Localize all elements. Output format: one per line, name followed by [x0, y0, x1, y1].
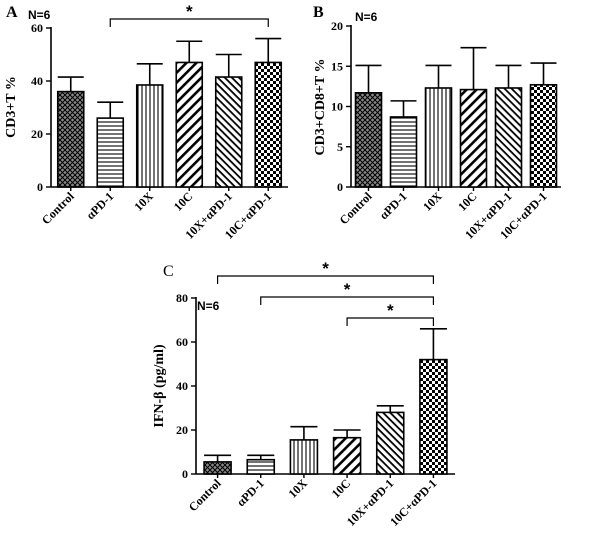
- chart-a-bar: [96, 117, 125, 188]
- chart-b-category-label: αPD-1: [377, 189, 410, 222]
- chart-b-ytick-label: 15: [331, 59, 343, 73]
- chart-c-bar: [246, 458, 276, 475]
- chart-b-error-bar: [460, 46, 487, 90]
- chart-b: B N=6 CD3+CD8+T % 0 5 10 15 20 Control αPD-1 10…: [313, 4, 561, 242]
- chart-a-category-label: 10X: [131, 189, 156, 214]
- chart-b-ylabel: CD3+CD8+T %: [313, 59, 328, 156]
- chart-c-ytick-label: 80: [176, 291, 188, 305]
- chart-c-category-label: 10C: [329, 476, 354, 501]
- chart-c-significance-bracket: [260, 296, 435, 305]
- chart-a-category-label: 10C: [171, 189, 196, 214]
- chart-c-significance-bracket: [346, 317, 435, 326]
- chart-c-category-label: 10C+αPD-1: [387, 476, 439, 528]
- chart-c-significance-star: *: [322, 259, 329, 278]
- chart-a-ytick-label: 0: [37, 180, 43, 194]
- chart-a-bar: [56, 90, 85, 188]
- chart-b-ytick-label: 20: [331, 19, 343, 33]
- chart-a-error-bar: [255, 37, 282, 63]
- panel-b-letter: B: [313, 4, 324, 21]
- chart-b-bar: [354, 92, 383, 188]
- chart-c-error-bar: [376, 405, 404, 413]
- chart-b-category-label: Control: [337, 189, 375, 227]
- chart-a-bar: [175, 61, 204, 188]
- chart-b-ytick-label: 5: [337, 140, 343, 154]
- chart-c-ytick-label: 0: [182, 467, 188, 481]
- chart-c-error-bar: [333, 429, 361, 438]
- chart-c-bar: [332, 436, 362, 475]
- chart-a-error-bar: [176, 40, 203, 63]
- chart-b-bar: [529, 83, 558, 188]
- chart-b-ytick-label: 0: [337, 180, 343, 194]
- chart-c-category-label: Control: [186, 476, 224, 514]
- chart-b-error-bar: [530, 62, 557, 85]
- chart-b-error-bar: [495, 64, 522, 88]
- chart-c-bar: [289, 439, 319, 475]
- chart-b-error-bar: [425, 64, 452, 88]
- chart-a-ytick-label: 20: [31, 127, 43, 141]
- chart-c-significance-star: *: [344, 280, 351, 299]
- chart-b-category-label: 10X: [420, 189, 445, 214]
- chart-a-bar: [214, 76, 243, 188]
- chart-a-error-bar: [136, 62, 163, 85]
- chart-a-error-bar: [57, 76, 84, 92]
- chart-a-category-label: αPD-1: [83, 189, 116, 222]
- chart-b-error-bar: [355, 64, 382, 93]
- chart-b-bar: [494, 87, 523, 188]
- panel-c-letter: C: [163, 263, 174, 280]
- chart-a-significance-bracket: [109, 18, 269, 27]
- chart-c-bar: [375, 411, 405, 475]
- chart-c-ytick-label: 40: [176, 379, 188, 393]
- chart-c-bar: [203, 461, 232, 475]
- chart-c-significance-bracket: [216, 275, 435, 284]
- chart-b-bar: [459, 88, 488, 188]
- chart-a-ytick-label: 60: [31, 21, 43, 35]
- chart-c-ytick-label: 20: [176, 423, 188, 437]
- chart-a-category-label: Control: [39, 189, 77, 227]
- chart-c-ylabel: IFN-β (pg/ml): [152, 344, 167, 428]
- chart-a-error-bar: [97, 101, 124, 119]
- chart-b-error-bar: [390, 100, 417, 117]
- chart-c-error-bar: [419, 328, 447, 360]
- chart-c-category-label: αPD-1: [234, 476, 267, 509]
- chart-a-error-bar: [215, 53, 242, 78]
- chart-c-category-label: 10X: [286, 476, 311, 501]
- panel-a-letter: A: [6, 4, 18, 21]
- chart-c-significance-star: *: [387, 301, 394, 320]
- chart-a-bar: [254, 61, 283, 188]
- chart-a-bar: [135, 84, 164, 188]
- chart-b-bar: [389, 116, 418, 188]
- chart-a-ytick-label: 40: [31, 74, 43, 88]
- chart-c-bar: [419, 358, 448, 475]
- chart-b-ytick-label: 10: [331, 100, 343, 114]
- chart-a-n-label: N=6: [28, 8, 51, 22]
- chart-c-ytick-label: 60: [176, 335, 188, 349]
- chart-b-n-label: N=6: [355, 10, 378, 24]
- chart-c-error-bar: [247, 454, 275, 460]
- chart-c-error-bar: [204, 454, 232, 462]
- chart-a-significance-star: *: [186, 2, 193, 21]
- chart-a-ylabel: CD3+T %: [4, 76, 19, 138]
- chart-c-error-bar: [290, 425, 318, 440]
- chart-b-category-label: 10C: [455, 189, 480, 214]
- chart-b-bar: [424, 87, 453, 188]
- chart-c: C N=6 IFN-β (pg/ml) 0 20 40 60 80 Control αPD-…: [152, 259, 455, 529]
- chart-c-n-label: N=6: [197, 299, 220, 313]
